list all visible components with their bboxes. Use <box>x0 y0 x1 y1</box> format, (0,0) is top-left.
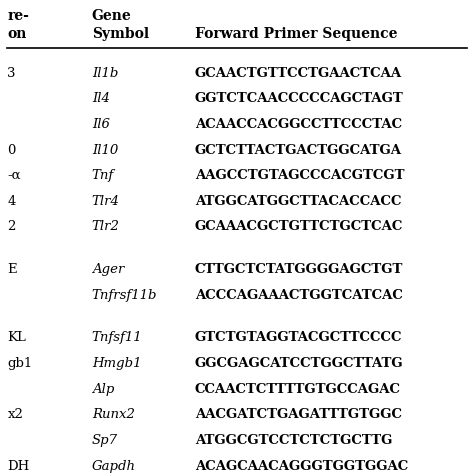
Text: Il6: Il6 <box>92 118 109 131</box>
Text: Ager: Ager <box>92 263 124 276</box>
Text: Tlr2: Tlr2 <box>92 220 119 233</box>
Text: CCAACTCTTTTGTGCCAGAC: CCAACTCTTTTGTGCCAGAC <box>195 383 401 396</box>
Text: 0: 0 <box>8 144 16 156</box>
Text: Il4: Il4 <box>92 92 109 105</box>
Text: 3: 3 <box>8 67 16 80</box>
Text: x2: x2 <box>8 408 23 421</box>
Text: DH: DH <box>8 460 30 473</box>
Text: gb1: gb1 <box>8 357 33 370</box>
Text: ACCCAGAAACTGGTCATCAC: ACCCAGAAACTGGTCATCAC <box>195 289 403 302</box>
Text: Symbol: Symbol <box>92 27 149 41</box>
Text: Tnf: Tnf <box>92 169 114 182</box>
Text: Gapdh: Gapdh <box>92 460 136 473</box>
Text: AAGCCTGTAGCCCACGTCGT: AAGCCTGTAGCCCACGTCGT <box>195 169 404 182</box>
Text: re-: re- <box>8 9 29 23</box>
Text: Runx2: Runx2 <box>92 408 135 421</box>
Text: 4: 4 <box>8 195 16 208</box>
Text: Tnfrsf11b: Tnfrsf11b <box>92 289 157 302</box>
Text: -α: -α <box>8 169 21 182</box>
Text: E: E <box>8 263 17 276</box>
Text: Tlr4: Tlr4 <box>92 195 119 208</box>
Text: 2: 2 <box>8 220 16 233</box>
Text: KL: KL <box>8 331 27 345</box>
Text: GGCGAGCATCCTGGCTTATG: GGCGAGCATCCTGGCTTATG <box>195 357 403 370</box>
Text: Hmgb1: Hmgb1 <box>92 357 141 370</box>
Text: GCTCTTACTGACTGGCATGA: GCTCTTACTGACTGGCATGA <box>195 144 402 156</box>
Text: AACGATCTGAGATTTGTGGC: AACGATCTGAGATTTGTGGC <box>195 408 402 421</box>
Text: GCAACTGTTCCTGAACTCAA: GCAACTGTTCCTGAACTCAA <box>195 67 402 80</box>
Text: ACAACCACGGCCTTCCCTAC: ACAACCACGGCCTTCCCTAC <box>195 118 402 131</box>
Text: GTCTGTAGGTACGCTTCCCC: GTCTGTAGGTACGCTTCCCC <box>195 331 402 345</box>
Text: Forward Primer Sequence: Forward Primer Sequence <box>195 27 397 41</box>
Text: on: on <box>8 27 27 41</box>
Text: ATGGCATGGCTTACACCACC: ATGGCATGGCTTACACCACC <box>195 195 401 208</box>
Text: Il1b: Il1b <box>92 67 118 80</box>
Text: GCAAACGCTGTTCTGCTCAC: GCAAACGCTGTTCTGCTCAC <box>195 220 403 233</box>
Text: GGTCTCAACCCCCAGCTAGT: GGTCTCAACCCCCAGCTAGT <box>195 92 403 105</box>
Text: CTTGCTCTATGGGGAGCTGT: CTTGCTCTATGGGGAGCTGT <box>195 263 403 276</box>
Text: Il10: Il10 <box>92 144 118 156</box>
Text: Sp7: Sp7 <box>92 434 118 447</box>
Text: ACAGCAACAGGGTGGTGGAC: ACAGCAACAGGGTGGTGGAC <box>195 460 408 473</box>
Text: Tnfsf11: Tnfsf11 <box>92 331 142 345</box>
Text: Gene: Gene <box>92 9 131 23</box>
Text: ATGGCGTCCTCTCTGCTTG: ATGGCGTCCTCTCTGCTTG <box>195 434 392 447</box>
Text: Alp: Alp <box>92 383 114 396</box>
